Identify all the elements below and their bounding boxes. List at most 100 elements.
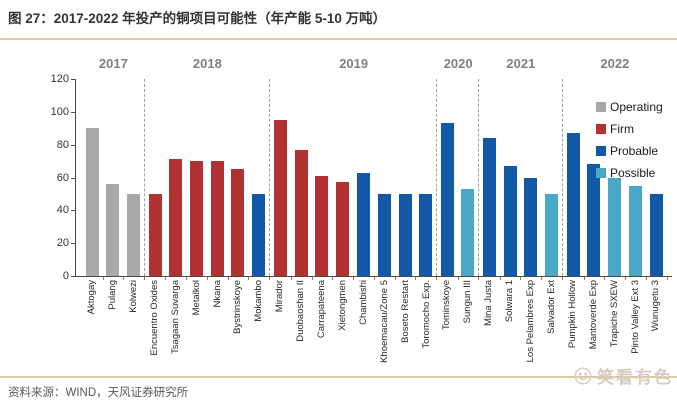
x-axis-label: Encuentro Oxides (148, 280, 160, 356)
bar-groups: 2017 Aktogay Pulang Kolwezi 2018 Encuentro Ox… (82, 56, 668, 373)
bar (106, 184, 120, 276)
bar-slot (584, 79, 606, 280)
bar-slot (563, 79, 585, 280)
x-axis-label: Bystrinskoye (232, 280, 244, 334)
bar (252, 193, 266, 276)
y-axis-tick-label: 80 (56, 138, 69, 151)
x-axis-label: Pinto Valley Ext 3 (629, 280, 641, 354)
x-axis-label: Aktogay (86, 280, 98, 315)
bar-slot (165, 79, 187, 280)
bar (419, 193, 433, 276)
x-axis-label: Tsagaan Suvarga (169, 280, 181, 354)
bar (294, 149, 308, 276)
y-axis-line (75, 79, 76, 276)
bar (587, 164, 601, 276)
bar (169, 159, 183, 276)
bar-slot (332, 79, 354, 280)
bar-slot (353, 79, 375, 280)
y-axis-tick-label: 0 (62, 270, 69, 282)
y-axis-tick-mark (71, 79, 75, 80)
bar (566, 133, 580, 276)
y-axis-tick-label: 20 (56, 237, 69, 250)
legend-swatch (596, 146, 606, 156)
bar-slot (228, 79, 250, 280)
bar-slot (186, 79, 208, 280)
y-axis-tick-label: 120 (50, 73, 69, 85)
bar-slot (207, 79, 229, 280)
bar-slot (604, 79, 627, 280)
legend-swatch (596, 102, 606, 112)
bar-slot (312, 79, 334, 280)
bar (315, 175, 329, 276)
year-group-2017: 2017 Aktogay Pulang Kolwezi (82, 56, 145, 373)
y-axis-tick-mark (71, 144, 75, 146)
bar-slot (437, 79, 460, 280)
bar (126, 193, 140, 276)
x-axis-label: Chambishi (357, 280, 369, 325)
bar-slot (270, 79, 292, 280)
year-label: 2019 (339, 56, 369, 71)
year-label: 2020 (443, 56, 473, 71)
y-axis-tick-label: 60 (56, 171, 69, 184)
source-note: 资料来源：WIND，天风证券研究所 (8, 387, 189, 399)
y-axis-tick-mark (71, 276, 75, 277)
bottom-divider (0, 376, 677, 378)
y-axis-tick-label: 100 (50, 105, 69, 118)
x-axis-label: Solwara 1 (504, 280, 516, 323)
x-axis-label: Mirador (274, 280, 286, 313)
bar (377, 193, 391, 276)
x-axis-label: Boseto Restart (399, 280, 411, 343)
bar (231, 169, 245, 276)
bar-slot (123, 79, 145, 280)
watermark: 笑看有色 (572, 363, 673, 388)
x-axis-label: Pulang (107, 280, 119, 310)
legend-label: Possible (610, 166, 656, 180)
x-axis-label: Pumpkin Hollow (566, 280, 578, 349)
x-axis-label: Los Pelambres Exp (525, 280, 537, 363)
bar-slot (541, 79, 563, 280)
year-group-2022: 2022 Pumpkin Hollow Mantoverde Exp Trapiche… (563, 56, 668, 373)
bar (148, 193, 162, 276)
x-axis-label: Mantoverde Exp (587, 280, 599, 350)
y-axis-tick-label: 40 (56, 204, 69, 217)
bar (357, 172, 371, 276)
bar-slot (415, 79, 437, 280)
bar (190, 161, 204, 276)
legend-item-firm: Firm (596, 118, 663, 140)
bar-slot (458, 79, 480, 280)
x-axis-label: Toromocho Exp. (420, 280, 432, 349)
bar-slot (646, 79, 668, 280)
x-axis-label: Khoemacau/Zone 5 (378, 280, 390, 363)
bar-slot (374, 79, 396, 280)
bar-slot (82, 79, 104, 280)
bar (461, 189, 475, 276)
year-label: 2022 (600, 56, 630, 71)
bar (629, 185, 643, 276)
x-axis-label: Xietongmen (336, 280, 348, 331)
legend-item-possible: Possible (596, 162, 663, 184)
year-label: 2021 (506, 56, 536, 71)
x-axis-label: Mina Justa (483, 280, 495, 326)
bar (650, 193, 664, 276)
bar-slot (248, 79, 270, 280)
x-axis-label: Sungun III (462, 280, 474, 324)
year-group-2021: 2021 Mina Justa Solwara 1 Los Pelambres Exp… (479, 56, 563, 373)
x-axis-label: Trapiche SXEW (608, 280, 620, 348)
chart-area: 0 20 40 60 80 100 120 2017 Aktogay Pulang Kolwezi… (0, 40, 677, 376)
bar (524, 177, 538, 276)
bar-slot (395, 79, 417, 280)
x-axis-label: Duobaoshan II (295, 280, 307, 342)
y-axis-tick-mark (71, 243, 75, 245)
bar-slot (520, 79, 542, 280)
bar-slot (625, 79, 648, 280)
bar (440, 123, 454, 276)
y-axis-tick-mark (71, 177, 75, 179)
year-group-2020: 2020 Tominskoye Sungun III (437, 56, 480, 373)
bar (336, 182, 350, 276)
year-label: 2017 (98, 56, 128, 71)
x-axis-label: Tominskoye (441, 280, 453, 331)
x-axis-label: Wunugetu 3 (650, 280, 662, 332)
year-group-2018: 2018 Encuentro Oxides Tsagaan Suvarga Metal… (145, 56, 271, 373)
legend-item-operating: Operating (596, 96, 663, 118)
x-axis-label: Nkana (211, 280, 223, 308)
